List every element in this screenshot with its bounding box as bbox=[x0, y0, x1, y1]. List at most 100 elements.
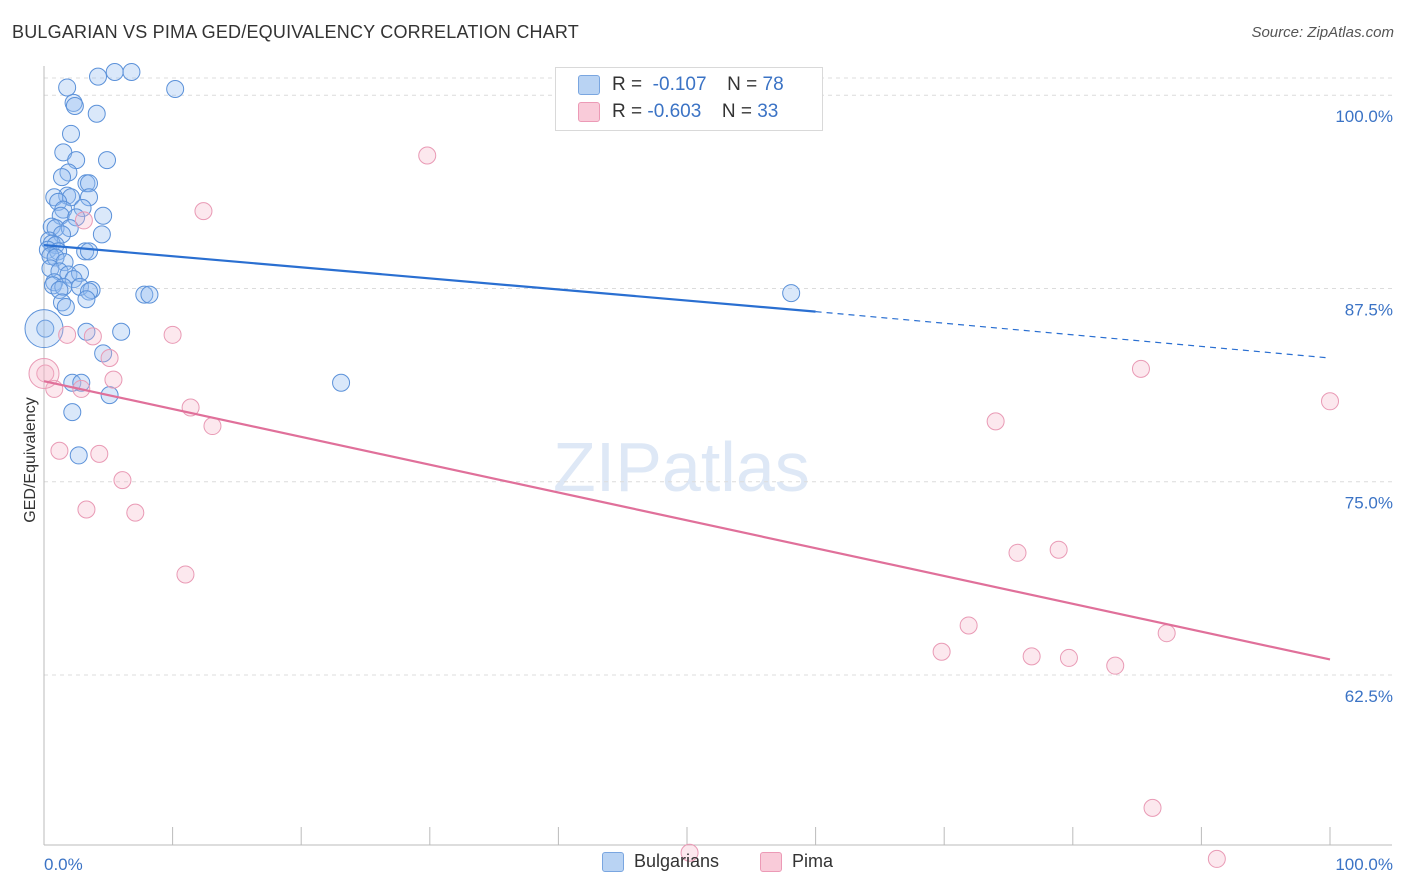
data-point bbox=[140, 285, 159, 304]
data-point bbox=[1106, 656, 1125, 675]
bottom-legend-label: Pima bbox=[792, 851, 834, 871]
data-point bbox=[62, 124, 81, 143]
data-point bbox=[100, 349, 119, 368]
data-point bbox=[1022, 647, 1041, 666]
chart-title: BULGARIAN VS PIMA GED/EQUIVALENCY CORREL… bbox=[12, 22, 579, 42]
axes bbox=[43, 66, 1392, 846]
data-point bbox=[418, 146, 437, 165]
bottom-legend-swatch-pink bbox=[760, 852, 782, 873]
y-tick-label: 87.5% bbox=[1345, 300, 1393, 319]
watermark-zip: ZIP bbox=[553, 428, 662, 506]
grid-lines bbox=[44, 77, 1392, 676]
data-point bbox=[959, 616, 978, 635]
data-point bbox=[680, 843, 699, 862]
data-point bbox=[53, 168, 72, 187]
data-point bbox=[176, 565, 195, 584]
data-point bbox=[113, 471, 132, 490]
data-point-large bbox=[24, 309, 64, 349]
data-point bbox=[126, 503, 145, 522]
data-point bbox=[1207, 849, 1226, 868]
legend-n-label: N = bbox=[727, 74, 758, 95]
source-label: Source: ZipAtlas.com bbox=[1251, 24, 1394, 41]
data-point bbox=[58, 78, 77, 97]
data-point bbox=[94, 206, 113, 225]
data-point bbox=[77, 290, 96, 309]
bottom-legend-swatch-blue bbox=[602, 852, 624, 873]
data-point bbox=[166, 80, 185, 99]
data-point bbox=[89, 67, 108, 86]
data-point bbox=[76, 242, 95, 261]
data-point bbox=[65, 97, 84, 116]
data-point bbox=[105, 63, 124, 81]
data-point bbox=[122, 63, 141, 81]
y-axis-label: GED/Equivalency bbox=[22, 397, 39, 522]
data-point bbox=[46, 248, 65, 267]
data-point bbox=[782, 284, 801, 303]
legend-n-value: 78 bbox=[762, 74, 784, 95]
data-point bbox=[1157, 624, 1176, 643]
data-point bbox=[74, 211, 93, 230]
pima-points bbox=[28, 146, 1339, 868]
legend-swatch-pink bbox=[578, 101, 600, 122]
data-point bbox=[932, 642, 951, 661]
data-point bbox=[1131, 359, 1150, 378]
x-tick-label: 100.0% bbox=[1335, 855, 1393, 874]
y-tick-label: 100.0% bbox=[1335, 107, 1393, 126]
data-point bbox=[72, 373, 91, 392]
stats-legend: R = -0.107 N = 78 R = -0.603 N = 33 bbox=[555, 67, 823, 131]
data-point bbox=[1143, 798, 1162, 817]
data-point bbox=[194, 202, 213, 221]
data-point bbox=[163, 325, 182, 344]
data-point-large bbox=[28, 357, 60, 389]
x-tick-label: 0.0% bbox=[44, 855, 83, 874]
watermark: ZIPatlas bbox=[553, 400, 810, 515]
data-point bbox=[50, 441, 69, 460]
data-point bbox=[94, 344, 113, 363]
data-point bbox=[69, 446, 88, 465]
data-point bbox=[59, 163, 78, 182]
legend-r-value: -0.603 bbox=[647, 101, 702, 122]
data-point bbox=[986, 412, 1005, 431]
data-point bbox=[112, 322, 131, 341]
data-point bbox=[63, 403, 82, 422]
y-tick-label: 75.0% bbox=[1345, 494, 1393, 513]
data-point bbox=[64, 270, 83, 289]
watermark-atlas: atlas bbox=[661, 428, 810, 506]
data-point bbox=[1049, 540, 1068, 559]
legend-row-pima: R = -0.603 N = 33 bbox=[578, 101, 778, 129]
bottom-legend-bulgarians: Bulgarians bbox=[602, 851, 720, 873]
legend-r-value: -0.107 bbox=[652, 74, 707, 95]
data-point bbox=[83, 327, 102, 346]
data-point bbox=[332, 373, 351, 392]
bottom-legend-pima: Pima bbox=[760, 851, 834, 873]
bottom-legend-label: Bulgarians bbox=[634, 851, 720, 871]
legend-n-value: 33 bbox=[757, 101, 779, 122]
trend-line-bulgarians-extension bbox=[815, 311, 1331, 359]
legend-swatch-blue bbox=[578, 74, 600, 95]
data-point bbox=[56, 297, 75, 316]
data-point bbox=[104, 370, 123, 389]
data-point bbox=[87, 104, 106, 123]
legend-r-label: R = bbox=[612, 74, 643, 95]
data-point bbox=[80, 242, 99, 261]
data-point bbox=[77, 322, 96, 341]
data-point bbox=[64, 93, 83, 112]
legend-row-bulgarians: R = -0.107 N = 78 bbox=[578, 74, 784, 102]
trend-line-bulgarians bbox=[43, 244, 816, 313]
data-point bbox=[203, 417, 222, 436]
trend-lines bbox=[43, 244, 1331, 661]
data-point bbox=[1008, 543, 1027, 562]
data-point bbox=[58, 325, 77, 344]
axis-labels: 62.5% 75.0% 87.5% 100.0% 0.0% 100.0% GED/Equiv… bbox=[22, 107, 1393, 874]
data-point bbox=[135, 285, 154, 304]
data-point bbox=[80, 188, 99, 207]
legend-r-label: R = bbox=[612, 101, 643, 122]
data-point bbox=[80, 174, 99, 193]
data-point bbox=[90, 444, 109, 463]
data-point bbox=[1321, 392, 1339, 411]
data-point bbox=[92, 225, 111, 244]
data-point bbox=[1059, 648, 1078, 667]
y-tick-label: 62.5% bbox=[1345, 687, 1393, 706]
legend-n-label: N = bbox=[721, 101, 752, 122]
data-point bbox=[77, 500, 96, 519]
